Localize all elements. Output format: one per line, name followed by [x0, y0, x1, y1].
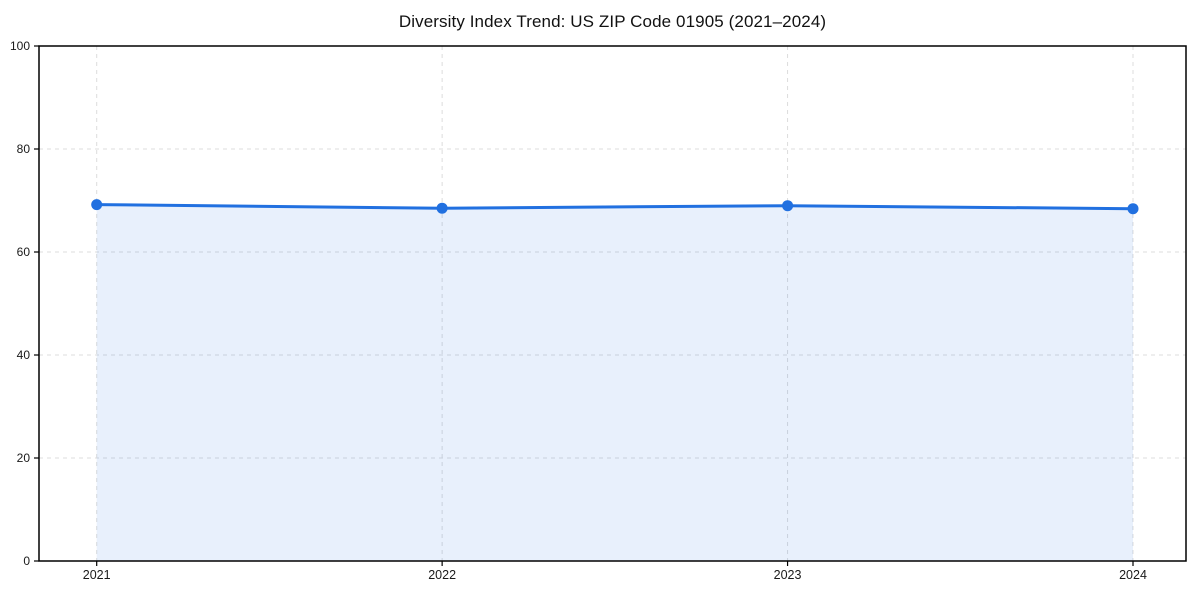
- trend-line: [95, 203, 1135, 211]
- axis-ticks: [34, 45, 1134, 566]
- chart-title: Diversity Index Trend: US ZIP Code 01905…: [398, 12, 827, 31]
- gridlines: [39, 46, 1186, 561]
- y-tick-label: 100: [10, 39, 30, 53]
- x-tick-label: 2022: [428, 568, 456, 582]
- data-point-marker: [91, 199, 103, 211]
- area-fill: [96, 204, 1134, 561]
- y-tick-label: 20: [17, 451, 31, 465]
- plot-frame: [38, 45, 1187, 562]
- y-tick-label: 40: [17, 348, 31, 362]
- axis-tick-labels: 0 20 40 60 80 100 2021 2022 2023 2024: [10, 39, 1147, 582]
- y-tick-label: 80: [17, 142, 31, 156]
- data-point-marker: [782, 200, 794, 212]
- data-point-marker: [1127, 203, 1139, 215]
- x-tick-label: 2021: [83, 568, 111, 582]
- x-tick-label: 2023: [774, 568, 802, 582]
- data-point-marker: [436, 202, 448, 214]
- y-tick-label: 60: [17, 245, 31, 259]
- y-tick-label: 0: [23, 554, 30, 568]
- data-points: [91, 199, 1139, 215]
- x-tick-label: 2024: [1119, 568, 1147, 582]
